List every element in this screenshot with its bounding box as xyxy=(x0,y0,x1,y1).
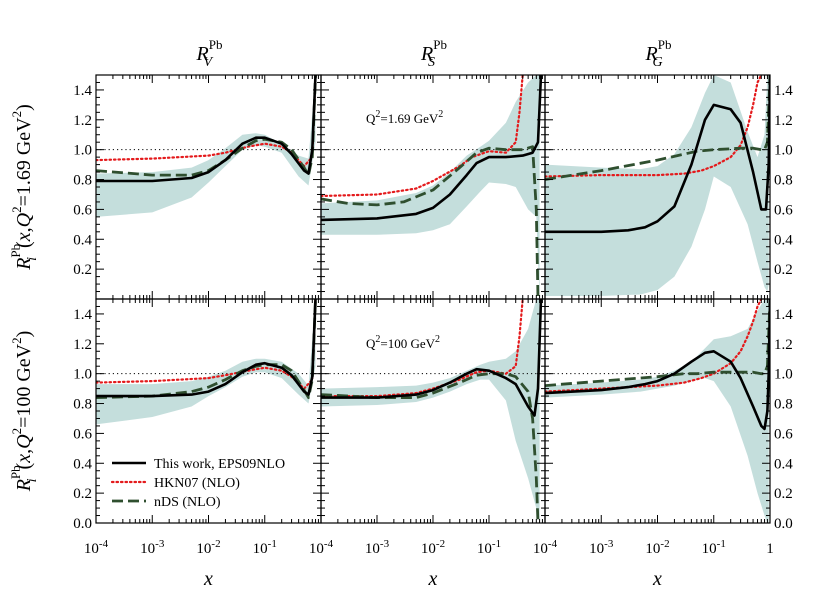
series-2-panel-0-1 xyxy=(321,145,540,299)
y-tick-label-right: 0.2 xyxy=(774,262,793,278)
band-panel-1-1 xyxy=(321,299,540,523)
series-2-panel-1-2 xyxy=(545,299,770,387)
y-tick-label-right: 1.4 xyxy=(774,83,793,99)
x-axis-label: x xyxy=(652,568,662,590)
x-tick-label: 10-2 xyxy=(421,538,445,557)
y-tick-label-left: 1.0 xyxy=(73,143,92,159)
series-1-panel-1-2 xyxy=(545,299,763,393)
y-tick-label-left: 0.6 xyxy=(73,202,92,218)
x-tick-label: 1 xyxy=(766,541,774,557)
series-0-panel-1-1 xyxy=(321,299,543,417)
legend-label-2: nDS (NLO) xyxy=(154,495,221,510)
y-tick-label-left: 1.4 xyxy=(73,83,92,99)
y-tick-label-left: 1.4 xyxy=(73,307,92,323)
x-tick-label: 10-4 xyxy=(84,538,109,557)
y-tick-label-left: 0.4 xyxy=(73,456,92,472)
series-1-panel-0-2 xyxy=(545,75,763,178)
x-tick-label: 10-1 xyxy=(702,538,726,557)
series-curves xyxy=(96,75,770,523)
y-tick-label-left: 0.0 xyxy=(73,516,92,532)
y-tick-label-right: 0.4 xyxy=(774,232,793,248)
y-tick-label-right: 1.2 xyxy=(774,337,793,353)
legend: This work, EPS09NLO HKN07 (NLO) nDS (NLO) xyxy=(110,457,285,510)
y-tick-label-left: 1.0 xyxy=(73,367,92,383)
series-1-panel-0-0 xyxy=(96,75,317,168)
x-tick-label: 10-3 xyxy=(140,538,165,557)
x-tick-label: 10-2 xyxy=(196,538,220,557)
x-tick-label: 10-2 xyxy=(645,538,669,557)
legend-label-0: This work, EPS09NLO xyxy=(154,457,285,472)
column-title: RPb V xyxy=(196,37,223,70)
axis-labels: 0.2 0.2 0.4 0.4 0.6 0.6 0.8 0.8 1.0 1.0 1.2 1.2 1.4 1… xyxy=(8,37,793,590)
q2-annotation: Q2=100 GeV2 xyxy=(366,334,440,351)
y-tick-label-right: 1.4 xyxy=(774,307,793,323)
series-0-panel-1-2 xyxy=(545,299,770,431)
y-tick-label-left: 0.8 xyxy=(73,397,92,413)
y-tick-label-left: 0.4 xyxy=(73,232,92,248)
x-axis-label: x xyxy=(203,568,213,590)
y-tick-label-left: 0.6 xyxy=(73,426,92,442)
x-tick-label: 10-3 xyxy=(589,538,614,557)
y-tick-label-right: 0.8 xyxy=(774,173,793,189)
y-tick-label-right: 1.2 xyxy=(774,113,793,129)
y-tick-label-left: 0.2 xyxy=(73,486,92,502)
y-tick-label-left: 1.2 xyxy=(73,337,92,353)
row-y-label: RPbi(x,Q2=100 GeV2) xyxy=(8,331,40,493)
y-tick-label-right: 1.0 xyxy=(774,143,793,159)
x-tick-label: 10-3 xyxy=(365,538,390,557)
column-title: RPb S xyxy=(420,37,447,70)
column-title: RPb G xyxy=(645,37,672,70)
axis-ticks xyxy=(95,74,771,524)
series-1-panel-1-1 xyxy=(321,299,524,398)
y-tick-label-right: 1.0 xyxy=(774,367,793,383)
y-tick-label-left: 0.2 xyxy=(73,262,92,278)
y-tick-label-left: 0.8 xyxy=(73,173,92,189)
series-0-panel-0-1 xyxy=(321,75,543,222)
band-panel-0-1 xyxy=(321,75,540,299)
series-2-panel-1-0 xyxy=(96,299,317,400)
x-tick-label: 10-1 xyxy=(253,538,277,557)
q2-annotation: Q2=1.69 GeV2 xyxy=(366,109,443,126)
series-2-panel-0-0 xyxy=(96,75,317,177)
y-tick-label-right: 0.2 xyxy=(774,486,793,502)
band-panel-1-0 xyxy=(96,299,316,425)
y-tick-label-right: 0.6 xyxy=(774,426,793,442)
x-tick-label: 10-4 xyxy=(309,538,334,557)
y-tick-label-right: 0.6 xyxy=(774,202,793,218)
series-0-panel-1-0 xyxy=(96,299,317,398)
y-tick-label-right: 0.4 xyxy=(774,456,793,472)
band-panel-0-2 xyxy=(545,75,769,296)
y-tick-label-right: 0.0 xyxy=(774,516,793,532)
legend-label-1: HKN07 (NLO) xyxy=(154,476,240,491)
series-0-panel-0-0 xyxy=(96,75,317,183)
band-panel-1-2 xyxy=(545,299,769,523)
y-tick-label-right: 0.8 xyxy=(774,397,793,413)
series-1-panel-1-0 xyxy=(96,299,317,390)
x-axis-label: x xyxy=(428,568,438,590)
y-tick-label-left: 1.2 xyxy=(73,113,92,129)
x-tick-label: 10-4 xyxy=(533,538,558,557)
row-y-label: RPbi(x,Q2=1.69 GeV2) xyxy=(8,104,40,271)
series-2-panel-0-2 xyxy=(545,75,770,181)
x-tick-label: 10-1 xyxy=(477,538,501,557)
